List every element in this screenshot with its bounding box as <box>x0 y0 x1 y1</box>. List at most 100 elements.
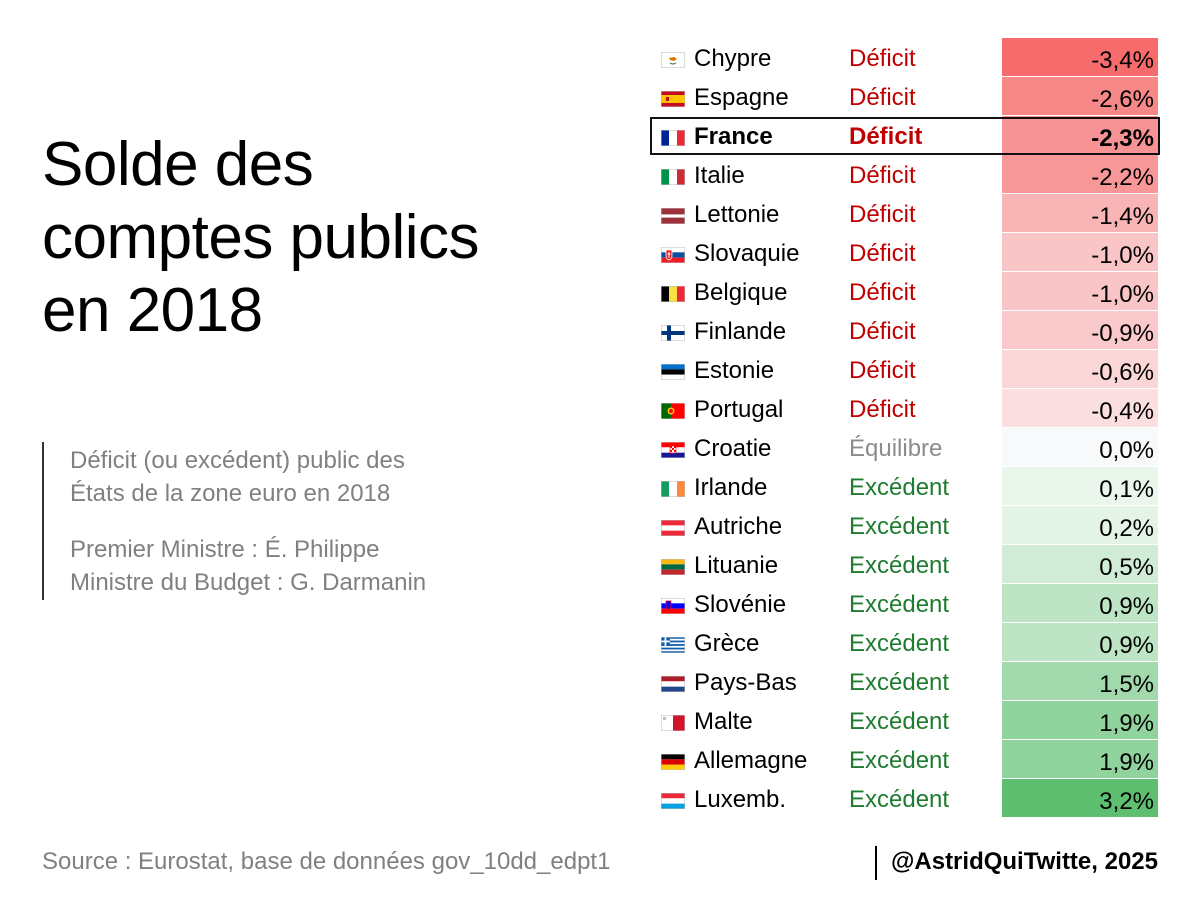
table-row: Estonie Déficit -0,6% <box>656 350 1158 389</box>
hr-flag-icon <box>661 442 685 458</box>
balance-value-cell: 0,0% <box>1002 428 1158 466</box>
status-label: Excédent <box>849 513 950 540</box>
table-row: Portugal Déficit -0,4% <box>656 389 1158 428</box>
country-name: Pays-Bas <box>694 669 797 696</box>
table-row: Espagne Déficit -2,6% <box>656 77 1158 116</box>
country-name: Allemagne <box>694 747 808 774</box>
status-label: Équilibre <box>849 435 943 462</box>
status-label: Excédent <box>849 552 950 579</box>
status-label: Déficit <box>849 318 916 345</box>
table-row: Allemagne Excédent 1,9% <box>656 740 1158 779</box>
table-row: Italie Déficit -2,2% <box>656 155 1158 194</box>
status-label: Déficit <box>849 84 916 111</box>
lu-flag-icon <box>661 793 685 809</box>
country-name: Belgique <box>694 279 788 306</box>
balance-table: Chypre Déficit -3,4% Espagne Déficit -2,6% Fra… <box>650 38 1160 818</box>
country-name: France <box>694 123 773 150</box>
gr-flag-icon <box>661 637 685 653</box>
status-label: Excédent <box>849 708 950 735</box>
table-row: France Déficit -2,3% <box>650 116 1160 155</box>
status-label: Déficit <box>849 279 916 306</box>
table-row: Grèce Excédent 0,9% <box>656 623 1158 662</box>
lt-flag-icon <box>661 559 685 575</box>
balance-value-cell: 0,9% <box>1002 623 1158 661</box>
country-name: Slovénie <box>694 591 787 618</box>
country-name: Autriche <box>694 513 783 540</box>
country-name: Luxemb. <box>694 786 787 813</box>
balance-value-cell: 1,9% <box>1002 701 1158 739</box>
status-label: Déficit <box>849 240 916 267</box>
balance-value-cell: -2,6% <box>1002 77 1158 115</box>
description-line-2: États de la zone euro en 2018 <box>70 480 391 507</box>
table-row: Croatie Équilibre 0,0% <box>656 428 1158 467</box>
country-name: Portugal <box>694 396 784 423</box>
title-line-3: en 2018 <box>42 276 263 345</box>
title-line-2: comptes publics <box>42 203 480 272</box>
country-name: Estonie <box>694 357 775 384</box>
status-label: Excédent <box>849 474 950 501</box>
country-name: Lituanie <box>694 552 779 579</box>
status-label: Déficit <box>849 162 916 189</box>
table-row: Lettonie Déficit -1,4% <box>656 194 1158 233</box>
table-row: Lituanie Excédent 0,5% <box>656 545 1158 584</box>
status-label: Excédent <box>849 630 950 657</box>
table-row: Irlande Excédent 0,1% <box>656 467 1158 506</box>
balance-value-cell: 0,9% <box>1002 584 1158 622</box>
country-name: Chypre <box>694 45 772 72</box>
table-row: Chypre Déficit -3,4% <box>656 38 1158 77</box>
balance-value-cell: 0,2% <box>1002 506 1158 544</box>
status-label: Excédent <box>849 747 950 774</box>
balance-value-cell: -1,0% <box>1002 272 1158 310</box>
balance-value-cell: -1,4% <box>1002 194 1158 232</box>
sk-flag-icon <box>661 247 685 263</box>
description-line-3: Premier Ministre : É. Philippe <box>70 536 380 563</box>
balance-value-cell: -0,6% <box>1002 350 1158 388</box>
de-flag-icon <box>661 754 685 770</box>
ee-flag-icon <box>661 364 685 380</box>
balance-value-cell: -2,2% <box>1002 155 1158 193</box>
si-flag-icon <box>661 598 685 614</box>
country-name: Slovaquie <box>694 240 800 267</box>
page-title: Solde des comptes publics en 2018 <box>42 128 480 347</box>
status-label: Déficit <box>849 123 923 150</box>
be-flag-icon <box>661 286 685 302</box>
lv-flag-icon <box>661 208 685 224</box>
ie-flag-icon <box>661 481 685 497</box>
source-note: Source : Eurostat, base de données gov_1… <box>42 848 611 875</box>
balance-value-cell: 0,1% <box>1002 467 1158 505</box>
country-name: Espagne <box>694 84 789 111</box>
es-flag-icon <box>661 91 685 107</box>
balance-value-cell: 1,9% <box>1002 740 1158 778</box>
balance-value-cell: -0,4% <box>1002 389 1158 427</box>
table-row: Slovénie Excédent 0,9% <box>656 584 1158 623</box>
description-block: Déficit (ou excédent) public des États d… <box>42 442 426 600</box>
fi-flag-icon <box>661 325 685 341</box>
balance-value-cell: -0,9% <box>1002 311 1158 349</box>
balance-value-cell: 0,5% <box>1002 545 1158 583</box>
title-line-1: Solde des <box>42 130 314 199</box>
description-line-1: Déficit (ou excédent) public des <box>70 447 405 474</box>
table-row: Finlande Déficit -0,9% <box>656 311 1158 350</box>
status-label: Excédent <box>849 786 950 813</box>
table-row: Malte Excédent 1,9% <box>656 701 1158 740</box>
balance-value-cell: -3,4% <box>1002 38 1158 76</box>
balance-value-cell: 3,2% <box>1002 779 1158 817</box>
table-row: Autriche Excédent 0,2% <box>656 506 1158 545</box>
at-flag-icon <box>661 520 685 536</box>
it-flag-icon <box>661 169 685 185</box>
country-name: Irlande <box>694 474 768 501</box>
country-name: Malte <box>694 708 753 735</box>
country-name: Italie <box>694 162 745 189</box>
nl-flag-icon <box>661 676 685 692</box>
mt-flag-icon <box>661 715 685 731</box>
country-name: Croatie <box>694 435 772 462</box>
description-spacer <box>70 510 426 533</box>
table-row: Pays-Bas Excédent 1,5% <box>656 662 1158 701</box>
pt-flag-icon <box>661 403 685 419</box>
cy-flag-icon <box>661 52 685 68</box>
description-line-4: Ministre du Budget : G. Darmanin <box>70 569 427 596</box>
balance-value-cell: -2,3% <box>1002 116 1158 154</box>
fr-flag-icon <box>661 130 685 146</box>
table-row: Luxemb. Excédent 3,2% <box>656 779 1158 818</box>
table-row: Slovaquie Déficit -1,0% <box>656 233 1158 272</box>
